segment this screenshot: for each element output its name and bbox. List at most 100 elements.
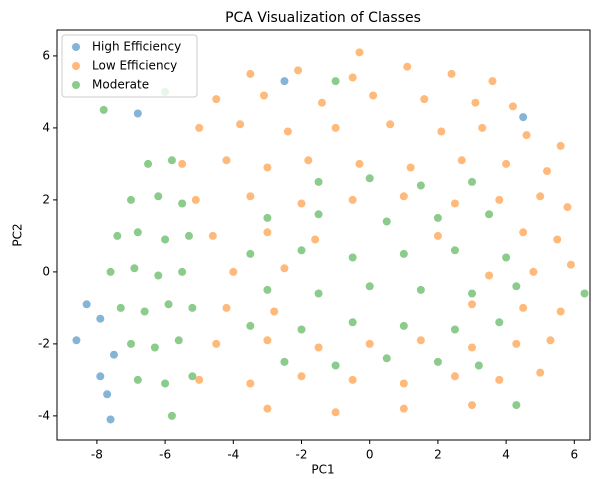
- point: [130, 264, 139, 273]
- point: [246, 69, 255, 78]
- legend-label: High Efficiency: [92, 40, 181, 54]
- point: [195, 123, 204, 132]
- point: [365, 282, 374, 291]
- point: [280, 77, 289, 86]
- point: [437, 127, 446, 136]
- point: [314, 343, 323, 352]
- point: [348, 195, 357, 204]
- x-tick-label: -4: [227, 448, 239, 462]
- point: [546, 336, 555, 345]
- point: [263, 163, 272, 172]
- point: [348, 73, 357, 82]
- point: [154, 271, 163, 280]
- point: [382, 217, 391, 226]
- point: [355, 48, 364, 57]
- point: [212, 95, 221, 104]
- point: [263, 228, 272, 237]
- point: [106, 267, 115, 276]
- legend-box: [61, 34, 198, 98]
- point: [280, 264, 289, 273]
- point: [331, 361, 340, 370]
- point: [433, 357, 442, 366]
- point: [212, 339, 221, 348]
- point: [133, 375, 142, 384]
- axes-frame: [56, 29, 591, 441]
- point: [167, 411, 176, 420]
- point: [314, 210, 323, 219]
- x-tick-label: -2: [296, 448, 308, 462]
- point: [457, 156, 466, 165]
- point: [314, 289, 323, 298]
- point: [116, 303, 125, 312]
- point: [96, 372, 105, 381]
- point: [450, 246, 459, 255]
- point: [208, 231, 217, 240]
- point: [259, 91, 268, 100]
- point: [399, 192, 408, 201]
- point: [161, 379, 170, 388]
- point: [126, 339, 135, 348]
- point: [331, 123, 340, 132]
- y-axis-label: PC2: [11, 223, 25, 246]
- point: [297, 246, 306, 255]
- point: [543, 167, 552, 176]
- point: [519, 303, 528, 312]
- point: [369, 91, 378, 100]
- point: [99, 105, 108, 114]
- point: [263, 285, 272, 294]
- point: [382, 354, 391, 363]
- point: [72, 336, 81, 345]
- point: [113, 231, 122, 240]
- point: [495, 195, 504, 204]
- point: [246, 321, 255, 330]
- x-tick-label: 2: [434, 448, 442, 462]
- point: [485, 271, 494, 280]
- point: [133, 109, 142, 118]
- x-axis-label: PC1: [311, 463, 334, 477]
- point: [178, 267, 187, 276]
- point: [478, 123, 487, 132]
- y-tick-label: 4: [42, 120, 50, 134]
- point: [433, 213, 442, 222]
- point: [167, 156, 176, 165]
- point: [297, 199, 306, 208]
- point: [144, 159, 153, 168]
- point: [263, 213, 272, 222]
- x-tick-label: 6: [570, 448, 578, 462]
- x-tick-label: 0: [366, 448, 374, 462]
- point: [502, 253, 511, 262]
- point: [399, 321, 408, 330]
- point: [161, 235, 170, 244]
- point: [566, 260, 575, 269]
- point: [191, 195, 200, 204]
- point: [536, 368, 545, 377]
- y-tick-label: 6: [42, 48, 50, 62]
- point: [365, 174, 374, 183]
- point: [536, 192, 545, 201]
- point: [96, 314, 105, 323]
- point: [508, 102, 517, 111]
- point: [222, 156, 231, 165]
- point: [580, 289, 589, 298]
- point: [188, 303, 197, 312]
- point: [563, 203, 572, 212]
- point: [468, 300, 477, 309]
- y-tick-label: -4: [38, 408, 50, 422]
- point: [280, 357, 289, 366]
- point: [403, 62, 412, 71]
- legend-label: Moderate: [92, 78, 149, 92]
- point: [263, 404, 272, 413]
- point: [416, 181, 425, 190]
- point: [106, 415, 115, 424]
- point: [450, 372, 459, 381]
- point: [331, 408, 340, 417]
- point: [420, 95, 429, 104]
- point: [314, 177, 323, 186]
- point: [488, 77, 497, 86]
- point: [416, 336, 425, 345]
- point: [126, 195, 135, 204]
- point: [178, 159, 187, 168]
- point: [447, 69, 456, 78]
